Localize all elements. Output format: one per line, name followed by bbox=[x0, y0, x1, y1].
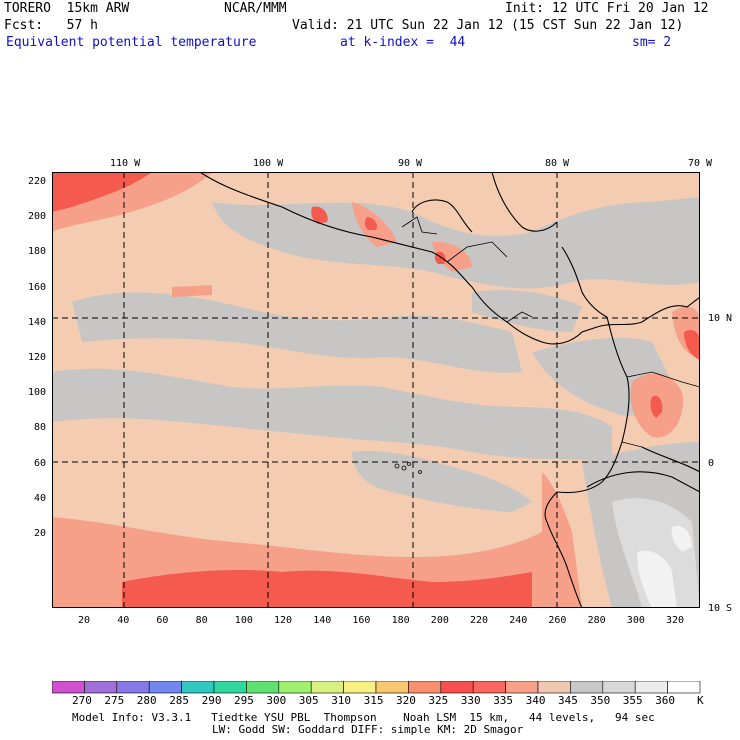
colorbar-unit: K bbox=[697, 694, 704, 707]
y-tick-label: 80 bbox=[33, 422, 46, 434]
colorbar-label: 315 bbox=[363, 694, 384, 707]
model-title: TORERO 15km ARW bbox=[4, 1, 130, 16]
x-tick-label: 120 bbox=[274, 615, 293, 626]
colorbar-swatch bbox=[246, 681, 280, 694]
colorbar-swatch bbox=[343, 681, 377, 694]
colorbar-swatch bbox=[472, 681, 506, 694]
colorbar-swatch bbox=[181, 681, 215, 694]
colorbar-label: 345 bbox=[558, 694, 578, 707]
y-tick-label: 60 bbox=[33, 457, 46, 469]
colorbar-label: 340 bbox=[525, 694, 546, 707]
x-tick-label: 320 bbox=[666, 615, 685, 626]
lat-label-0: 0 bbox=[708, 458, 715, 469]
lon-label-110w: 110 W bbox=[110, 158, 141, 169]
y-tick-label: 220 bbox=[27, 176, 46, 187]
colorbar-label: 355 bbox=[622, 694, 643, 707]
x-tick-label: 140 bbox=[313, 615, 332, 626]
x-tick-label: 200 bbox=[430, 615, 449, 626]
colorbar-label: 300 bbox=[266, 694, 287, 707]
k-index-label: at k-index = 44 bbox=[340, 35, 466, 50]
organization-label: NCAR/MMM bbox=[224, 1, 287, 16]
lat-label-10n: 10 N bbox=[708, 313, 733, 324]
colorbar-label: 305 bbox=[298, 694, 319, 707]
x-tick-label: 100 bbox=[234, 615, 253, 626]
galapagos-islands bbox=[394, 462, 422, 474]
y-tick-label: 100 bbox=[27, 387, 46, 399]
colorbar-swatch bbox=[440, 681, 474, 694]
valid-time: Valid: 21 UTC Sun 22 Jan 12 (15 CST Sun … bbox=[292, 18, 684, 33]
lon-label-100w: 100 W bbox=[253, 158, 284, 169]
x-tick-label: 20 bbox=[78, 615, 91, 626]
field-lightgrey-regions bbox=[612, 498, 700, 608]
colorbar-swatch bbox=[84, 681, 118, 694]
colorbar-label: 330 bbox=[460, 694, 481, 707]
colorbar-swatch bbox=[116, 681, 150, 694]
map-panel bbox=[52, 172, 700, 608]
colorbar-label: 270 bbox=[72, 694, 92, 707]
colorbar-swatch bbox=[408, 681, 442, 694]
x-tick-label: 180 bbox=[391, 615, 410, 626]
lon-label-90w: 90 W bbox=[398, 158, 423, 169]
forecast-hour: Fcst: 57 h bbox=[4, 18, 98, 33]
colorbar-swatch bbox=[375, 681, 409, 694]
x-tick-label: 260 bbox=[548, 615, 567, 626]
colorbar-label: 290 bbox=[201, 694, 222, 707]
colorbar bbox=[52, 681, 701, 694]
y-tick-label: 200 bbox=[27, 211, 46, 223]
colorbar-swatch bbox=[505, 681, 539, 694]
colorbar-swatch bbox=[667, 681, 701, 694]
init-time: Init: 12 UTC Fri 20 Jan 12 bbox=[505, 1, 709, 16]
colorbar-swatch bbox=[278, 681, 312, 694]
x-tick-label: 160 bbox=[352, 615, 371, 626]
map-border bbox=[52, 172, 700, 608]
colorbar-label: 285 bbox=[169, 694, 190, 707]
lon-label-80w: 80 W bbox=[545, 158, 570, 169]
colorbar-label: 325 bbox=[428, 694, 449, 707]
x-tick-label: 220 bbox=[470, 615, 489, 626]
x-tick-label: 300 bbox=[626, 615, 645, 626]
colorbar-swatch bbox=[602, 681, 636, 694]
field-white-regions bbox=[637, 525, 692, 608]
colorbar-label: 360 bbox=[655, 694, 676, 707]
y-tick-label: 160 bbox=[27, 281, 46, 293]
model-info-line2: LW: Godd SW: Goddard DIFF: simple KM: 2D… bbox=[212, 723, 524, 736]
y-tick-label: 20 bbox=[33, 528, 46, 539]
y-tick-label: 120 bbox=[27, 352, 46, 363]
lat-label-10s: 10 S bbox=[708, 603, 733, 614]
model-info-line1: Model Info: V3.3.1 Tiedtke YSU PBL Thomp… bbox=[72, 711, 655, 724]
colorbar-label: 350 bbox=[590, 694, 611, 707]
colorbar-label: 295 bbox=[234, 694, 254, 707]
y-tick-label: 180 bbox=[27, 246, 46, 258]
smoothing-label: sm= 2 bbox=[632, 35, 672, 50]
x-tick-label: 240 bbox=[509, 615, 528, 626]
colorbar-swatch bbox=[52, 681, 85, 694]
x-tick-label: 40 bbox=[117, 615, 130, 626]
colorbar-label: 320 bbox=[396, 694, 416, 707]
lon-label-70w: 70 W bbox=[688, 158, 713, 169]
colorbar-swatch bbox=[310, 681, 344, 694]
colorbar-swatch bbox=[148, 681, 182, 694]
colorbar-swatch bbox=[213, 681, 247, 694]
y-tick-label: 40 bbox=[33, 492, 46, 504]
equivalent-potential-temperature-map bbox=[52, 172, 700, 608]
colorbar-label: 275 bbox=[104, 694, 125, 707]
colorbar-swatch bbox=[570, 681, 604, 694]
field-name: Equivalent potential temperature bbox=[6, 35, 257, 50]
field-red-regions bbox=[52, 172, 700, 608]
coastlines bbox=[199, 172, 700, 608]
y-tick-label: 140 bbox=[27, 316, 46, 328]
x-tick-label: 280 bbox=[587, 615, 606, 626]
x-tick-label: 80 bbox=[195, 615, 208, 626]
colorbar-swatch bbox=[537, 681, 571, 694]
x-tick-label: 60 bbox=[156, 615, 169, 626]
colorbar-swatch bbox=[634, 681, 668, 694]
colorbar-label: 310 bbox=[331, 694, 352, 707]
graticule bbox=[52, 172, 700, 608]
borders bbox=[401, 216, 700, 448]
colorbar-label: 335 bbox=[493, 694, 514, 707]
colorbar-label: 280 bbox=[136, 694, 157, 707]
